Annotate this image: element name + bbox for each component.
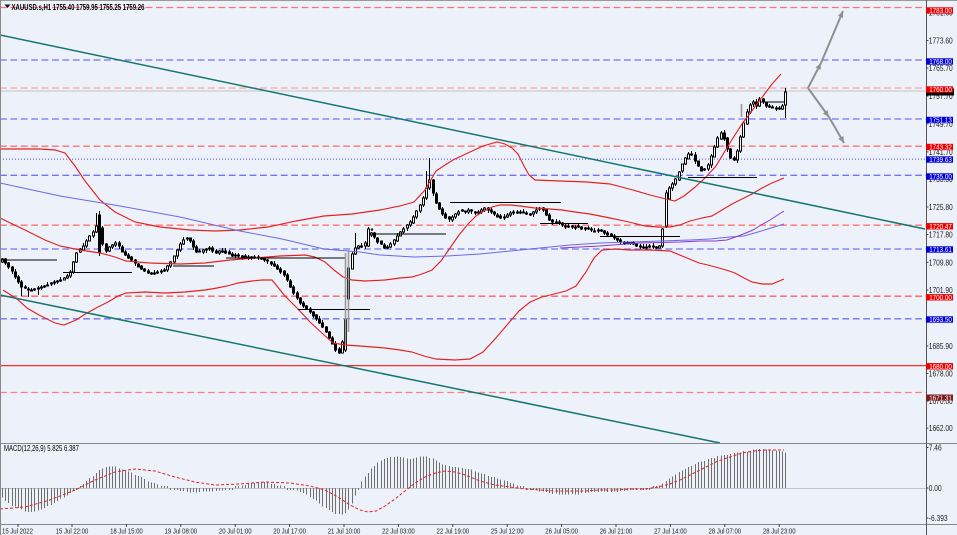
svg-text:1773.60: 1773.60 bbox=[929, 36, 953, 46]
svg-text:15 Jul 22:00: 15 Jul 22:00 bbox=[56, 528, 89, 535]
svg-text:1680.00: 1680.00 bbox=[929, 364, 952, 371]
svg-text:1757.70: 1757.70 bbox=[929, 91, 953, 101]
svg-text:1700.00: 1700.00 bbox=[929, 295, 952, 302]
svg-text:20 Jul 17:00: 20 Jul 17:00 bbox=[273, 528, 306, 535]
svg-text:1749.70: 1749.70 bbox=[929, 119, 953, 129]
svg-text:21 Jul 10:00: 21 Jul 10:00 bbox=[328, 528, 361, 535]
svg-text:28 Jul 23:00: 28 Jul 23:00 bbox=[763, 528, 796, 535]
svg-text:15 Jul 2022: 15 Jul 2022 bbox=[2, 528, 33, 535]
svg-text:26 Jul 21:00: 26 Jul 21:00 bbox=[600, 528, 633, 535]
svg-text:18 Jul 15:00: 18 Jul 15:00 bbox=[110, 528, 143, 535]
svg-text:0.00: 0.00 bbox=[929, 483, 942, 493]
svg-text:1735.00: 1735.00 bbox=[929, 174, 952, 181]
svg-text:25 Jul 12:00: 25 Jul 12:00 bbox=[491, 528, 524, 535]
svg-text:1709.80: 1709.80 bbox=[929, 257, 953, 267]
svg-text:1741.70: 1741.70 bbox=[929, 147, 953, 157]
svg-text:27 Jul 14:00: 27 Jul 14:00 bbox=[654, 528, 687, 535]
svg-text:26 Jul 05:00: 26 Jul 05:00 bbox=[545, 528, 578, 535]
svg-text:1751.13: 1751.13 bbox=[929, 117, 952, 124]
svg-text:1713.61: 1713.61 bbox=[929, 247, 952, 254]
svg-text:-6.393: -6.393 bbox=[929, 513, 948, 523]
svg-text:1662.00: 1662.00 bbox=[929, 423, 953, 433]
svg-text:1671.31: 1671.31 bbox=[929, 395, 952, 402]
svg-text:1701.90: 1701.90 bbox=[929, 285, 953, 295]
svg-text:1717.80: 1717.80 bbox=[929, 230, 953, 240]
svg-text:7.46: 7.46 bbox=[929, 443, 942, 453]
svg-text:19 Jul 08:00: 19 Jul 08:00 bbox=[165, 528, 198, 535]
svg-text:22 Jul 03:00: 22 Jul 03:00 bbox=[382, 528, 415, 535]
svg-text:22 Jul 19:00: 22 Jul 19:00 bbox=[437, 528, 470, 535]
svg-text:1678.00: 1678.00 bbox=[929, 369, 953, 379]
svg-text:MACD(12,26,9) 5.825 6.387: MACD(12,26,9) 5.825 6.387 bbox=[4, 445, 79, 453]
svg-text:XAUUSD.s,H1 1755.40 1759.95 17: XAUUSD.s,H1 1755.40 1759.95 1755.25 1759… bbox=[12, 4, 145, 12]
svg-text:1768.00: 1768.00 bbox=[929, 59, 952, 66]
svg-text:1760.00: 1760.00 bbox=[929, 87, 952, 94]
svg-text:1765.70: 1765.70 bbox=[929, 63, 953, 73]
svg-text:1670.00: 1670.00 bbox=[929, 396, 953, 406]
svg-text:1739.63: 1739.63 bbox=[929, 157, 952, 164]
svg-text:28 Jul 07:00: 28 Jul 07:00 bbox=[709, 528, 742, 535]
svg-text:1743.32: 1743.32 bbox=[929, 144, 952, 151]
svg-text:1783.00: 1783.00 bbox=[929, 8, 952, 15]
svg-text:1685.90: 1685.90 bbox=[929, 341, 953, 351]
svg-text:1725.80: 1725.80 bbox=[929, 202, 953, 212]
svg-text:1720.47: 1720.47 bbox=[929, 224, 952, 231]
svg-text:1693.50: 1693.50 bbox=[929, 317, 952, 324]
svg-text:20 Jul 01:00: 20 Jul 01:00 bbox=[219, 528, 252, 535]
